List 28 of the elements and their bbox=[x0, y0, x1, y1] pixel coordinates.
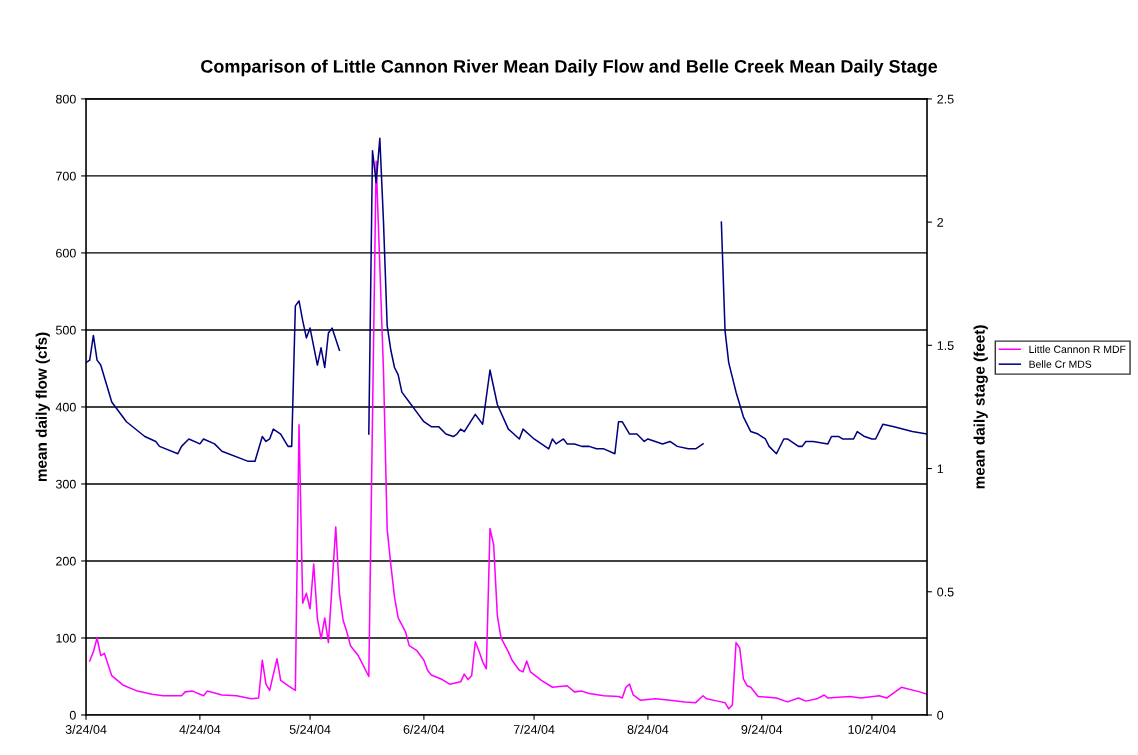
y2-tick-label: 0.5 bbox=[937, 587, 954, 597]
y-axis-title: mean daily flow (cfs) bbox=[35, 332, 50, 482]
y-tick-label: 800 bbox=[56, 94, 76, 104]
x-tick-label: 5/24/04 bbox=[289, 724, 331, 734]
y2-tick-label: 1 bbox=[937, 464, 944, 474]
legend-label: Belle Cr MDS bbox=[1029, 360, 1092, 368]
y-tick-label: 500 bbox=[55, 325, 76, 335]
y2-tick-label: 1.5 bbox=[937, 341, 954, 350]
chart-title: Comparison of Little Cannon River Mean Daily Flow and Belle Creek Mean Daily Stage bbox=[201, 59, 938, 77]
x-tick-label: 4/24/04 bbox=[179, 724, 221, 734]
y2-axis-title: mean daily stage (feet) bbox=[973, 325, 988, 489]
y-tick-label: 0 bbox=[69, 710, 76, 720]
x-tick-label: 9/24/04 bbox=[741, 724, 783, 734]
y-tick-label: 700 bbox=[56, 171, 76, 181]
x-tick-label: 6/24/04 bbox=[403, 724, 445, 734]
y2-tick-label: 2.5 bbox=[937, 94, 954, 104]
y-tick-label: 400 bbox=[55, 402, 76, 412]
y-tick-label: 100 bbox=[56, 633, 76, 643]
y-tick-label: 300 bbox=[55, 479, 76, 489]
legend-label: Little Cannon R MDF bbox=[1029, 345, 1126, 353]
x-tick-label: 3/24/04 bbox=[65, 724, 107, 734]
x-tick-label: 7/24/04 bbox=[513, 724, 555, 734]
y2-tick-label: 0 bbox=[937, 710, 944, 720]
x-tick-label: 8/24/04 bbox=[627, 724, 669, 734]
x-tick-label: 10/24/04 bbox=[848, 724, 896, 734]
y-tick-label: 600 bbox=[56, 248, 76, 258]
y2-tick-label: 2 bbox=[937, 217, 944, 227]
y-tick-label: 200 bbox=[56, 556, 76, 566]
